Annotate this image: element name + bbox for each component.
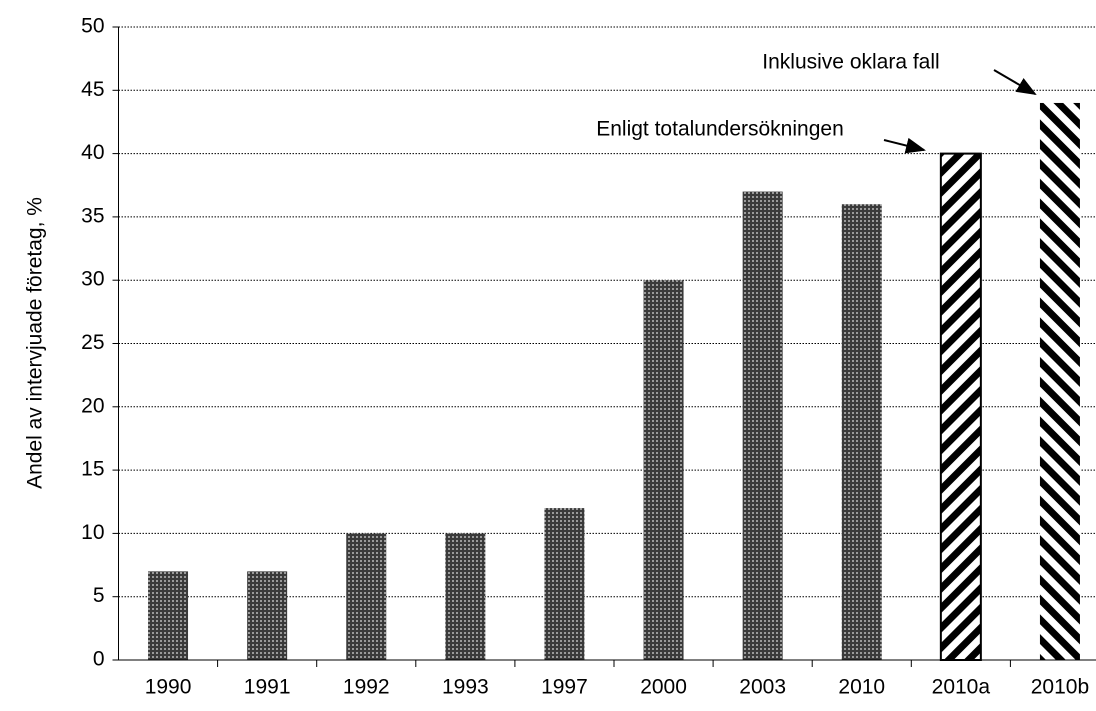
y-tick-label: 45 [81,78,104,101]
y-tick-label: 35 [81,204,104,227]
bar [346,533,387,660]
x-tick-label: 1991 [244,676,291,699]
x-tick-label: 1992 [343,676,390,699]
bar [1039,102,1080,660]
bar [841,204,882,661]
bar [643,280,684,660]
bar [544,508,585,660]
annotation-arrow [883,137,926,154]
y-tick-label: 5 [93,584,105,607]
y-tick-label: 30 [81,268,104,291]
y-tick-label: 10 [81,521,104,544]
bar [148,571,189,660]
annotation: Enligt totalundersökningen [596,118,844,141]
y-axis-label: Andel av intervjuade företag, % [24,197,47,489]
y-tick-label: 40 [81,141,104,164]
y-tick-label: 0 [93,648,105,671]
y-tick-label: 50 [81,15,104,38]
y-tick-label: 15 [81,458,104,481]
x-tick-label: 1997 [541,676,588,699]
y-tick-label: 20 [81,394,104,417]
bar [445,533,486,660]
x-tick-label: 2010a [932,676,991,699]
x-tick-label: 2003 [739,676,786,699]
annotation: Inklusive oklara fall [762,51,939,74]
bar [247,571,288,660]
x-tick-label: 2010b [1031,676,1089,699]
x-tick-label: 2010 [838,676,885,699]
x-tick-label: 2000 [640,676,687,699]
x-tick-label: 1990 [145,676,192,699]
y-tick-label: 25 [81,331,104,354]
x-tick-label: 1993 [442,676,489,699]
bar [939,152,982,661]
bar [742,191,783,660]
